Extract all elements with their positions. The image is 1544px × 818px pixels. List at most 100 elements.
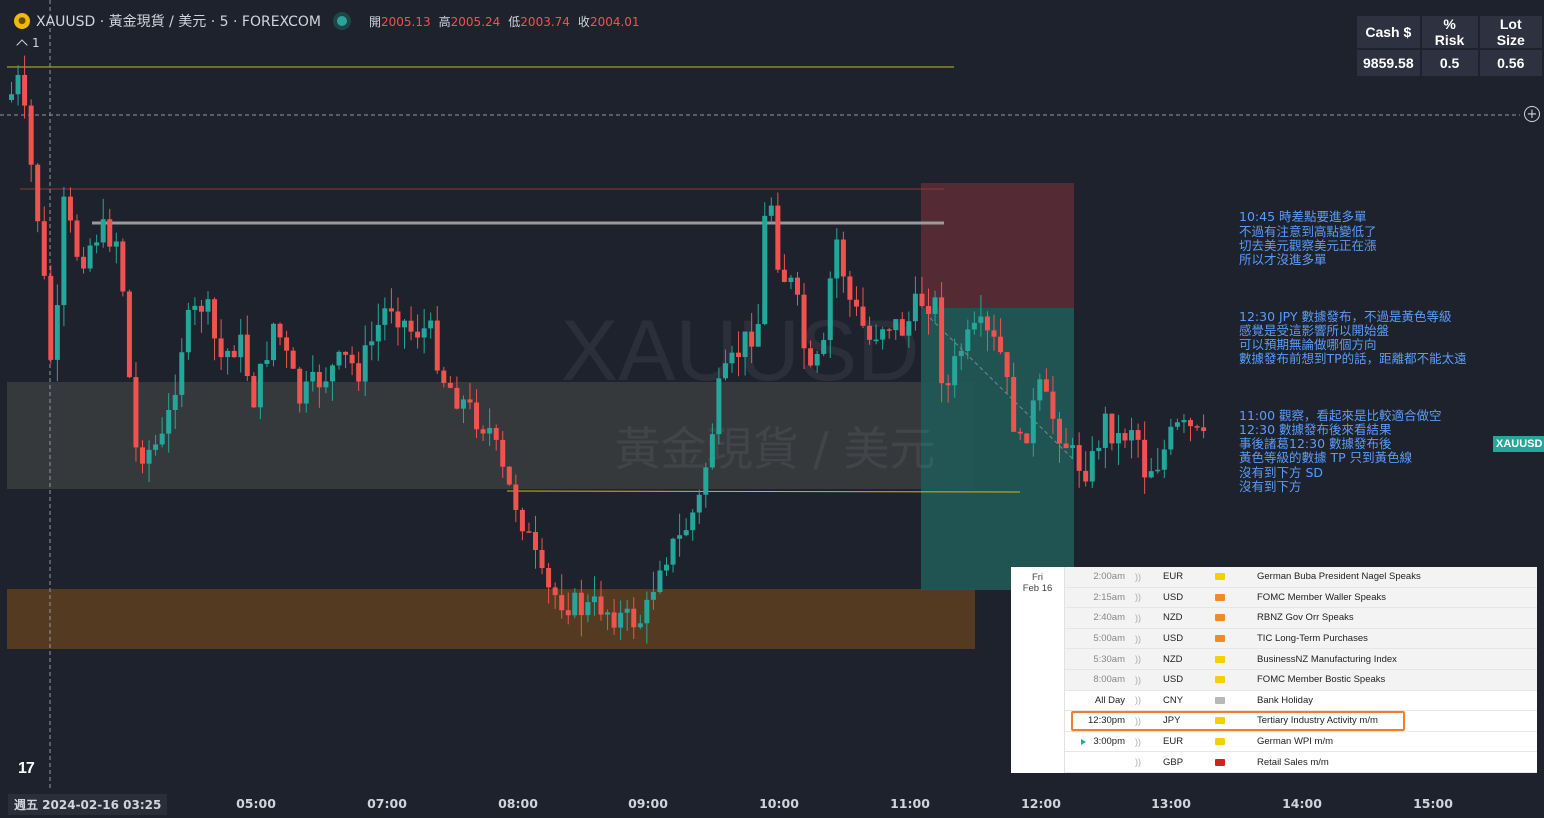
event-title[interactable]: German WPI m/m xyxy=(1257,736,1334,748)
time-label: 14:00 xyxy=(1282,796,1322,811)
event-title[interactable]: FOMC Member Bostic Speaks xyxy=(1257,674,1386,686)
candle-body xyxy=(87,245,93,269)
symbol-header[interactable]: ● XAUUSD · 黃金現貨 / 美元 · 5 · FOREXCOM 開200… xyxy=(14,10,648,32)
candle-body xyxy=(362,345,368,382)
candle-body xyxy=(578,592,584,616)
candle-body xyxy=(257,363,263,408)
candle-body xyxy=(284,337,290,351)
candle-body xyxy=(650,592,656,600)
calendar-event-row[interactable]: )) GBP Retail Sales m/m xyxy=(1065,752,1537,773)
calendar-event-row[interactable]: All Day)) CNY Bank Holiday xyxy=(1065,691,1537,712)
candle-body xyxy=(1096,447,1102,452)
add-alert-plus-icon[interactable]: + xyxy=(1524,106,1540,122)
calendar-event-row[interactable]: 12:30pm)) JPY Tertiary Industry Activity m… xyxy=(1065,711,1537,732)
time-label: 11:00 xyxy=(890,796,930,811)
candle-body xyxy=(375,324,381,342)
candle-body xyxy=(460,399,466,409)
candle-body xyxy=(35,164,41,222)
candle-body xyxy=(703,467,709,495)
candle-body xyxy=(952,356,958,386)
impact-folder-icon xyxy=(1215,573,1225,581)
speaker-icon[interactable]: )) xyxy=(1135,736,1141,747)
event-title[interactable]: German Buba President Nagel Speaks xyxy=(1257,571,1421,583)
tradingview-logo-icon[interactable]: 17 xyxy=(18,760,35,777)
candle-body xyxy=(585,602,591,616)
event-title[interactable]: Retail Sales m/m xyxy=(1257,756,1329,768)
impact-folder-icon xyxy=(1215,614,1225,622)
calendar-event-row[interactable]: 5:30am)) NZD BusinessNZ Manufacturing Inde… xyxy=(1065,649,1537,670)
candle-body xyxy=(277,323,283,338)
candle-body xyxy=(120,241,126,292)
candle-body xyxy=(716,378,722,435)
speaker-icon[interactable]: )) xyxy=(1135,571,1141,582)
candle-body xyxy=(814,354,820,366)
calendar-event-row[interactable]: 5:00am)) USD TIC Long-Term Purchases xyxy=(1065,628,1537,650)
calendar-event-row[interactable]: 8:00am)) USD FOMC Member Bostic Speaks xyxy=(1065,670,1537,691)
candle-body xyxy=(637,623,643,628)
economic-calendar-panel[interactable]: Fri Feb 16 2:00am)) EUR German Buba Presid… xyxy=(1011,567,1537,773)
candle-body xyxy=(343,351,349,355)
event-time: 2:40am xyxy=(1093,612,1125,624)
calendar-event-row[interactable]: 3:00pm)) EUR German WPI m/m xyxy=(1065,732,1537,753)
candles-group xyxy=(9,55,1207,644)
candle-body xyxy=(447,382,453,388)
candle-body xyxy=(48,275,54,360)
calendar-event-row[interactable]: 2:40am)) NZD RBNZ Gov Orr Speaks xyxy=(1065,608,1537,629)
event-title[interactable]: BusinessNZ Manufacturing Index xyxy=(1257,653,1397,665)
candle-body xyxy=(860,306,866,326)
trade-notes[interactable]: 10:45 時差點要進多單 不過有注意到高點變低了 切去美元觀察美元正在漲 所以… xyxy=(1239,182,1467,522)
candle-body xyxy=(840,239,846,277)
candle-body xyxy=(939,297,945,384)
candle-body xyxy=(408,320,414,332)
next-event-play-icon xyxy=(1081,738,1086,745)
candle-body xyxy=(480,429,486,434)
candle-body xyxy=(644,599,650,624)
symbol-title[interactable]: XAUUSD · 黃金現貨 / 美元 · 5 · FOREXCOM xyxy=(36,14,321,30)
candle-body xyxy=(1194,426,1200,428)
candle-body xyxy=(919,293,925,307)
candle-body xyxy=(618,612,624,628)
candle-body xyxy=(100,219,106,243)
candle-body xyxy=(945,383,951,386)
calendar-event-row[interactable]: 2:00am)) EUR German Buba President Nagel S… xyxy=(1065,567,1537,588)
event-title[interactable]: Tertiary Industry Activity m/m xyxy=(1257,715,1378,727)
event-currency: USD xyxy=(1163,674,1184,686)
candle-body xyxy=(552,587,558,596)
speaker-icon[interactable]: )) xyxy=(1135,633,1141,644)
candle-body xyxy=(775,205,781,270)
event-title[interactable]: TIC Long-Term Purchases xyxy=(1257,633,1368,645)
candle-body xyxy=(1024,433,1030,444)
time-axis[interactable]: 05:00 07:00 08:00 09:00 10:00 11:00 12:0… xyxy=(0,790,1544,818)
speaker-icon[interactable]: )) xyxy=(1135,612,1141,623)
speaker-icon[interactable]: )) xyxy=(1135,654,1141,665)
calendar-event-row[interactable]: 2:15am)) USD FOMC Member Waller Speaks xyxy=(1065,587,1537,609)
ohlc-high: 高2005.24 xyxy=(438,14,501,29)
candle-body xyxy=(179,352,185,395)
candle-body xyxy=(1174,422,1180,427)
candle-body xyxy=(94,242,100,246)
event-title[interactable]: RBNZ Gov Orr Speaks xyxy=(1257,612,1354,624)
candle-body xyxy=(880,329,886,340)
speaker-icon[interactable]: )) xyxy=(1135,757,1141,768)
event-title[interactable]: Bank Holiday xyxy=(1257,694,1313,706)
speaker-icon[interactable]: )) xyxy=(1135,674,1141,685)
candle-body xyxy=(369,341,375,346)
impact-folder-icon xyxy=(1215,738,1225,746)
candle-body xyxy=(565,610,571,616)
candle-body xyxy=(722,363,728,379)
speaker-icon[interactable]: )) xyxy=(1135,715,1141,726)
event-title[interactable]: FOMC Member Waller Speaks xyxy=(1257,591,1386,603)
speaker-icon[interactable]: )) xyxy=(1135,592,1141,603)
candle-body xyxy=(1057,418,1062,444)
candle-body xyxy=(107,219,113,247)
candle-body xyxy=(1155,469,1161,472)
calendar-date: Fri Feb 16 xyxy=(1011,567,1065,773)
event-currency: NZD xyxy=(1163,653,1183,665)
candle-body xyxy=(218,338,224,358)
indicators-toggle[interactable]: 1 xyxy=(16,36,40,51)
candle-body xyxy=(1161,449,1167,470)
candle-body xyxy=(41,221,47,276)
speaker-icon[interactable]: )) xyxy=(1135,695,1141,706)
candle-body xyxy=(28,105,34,165)
